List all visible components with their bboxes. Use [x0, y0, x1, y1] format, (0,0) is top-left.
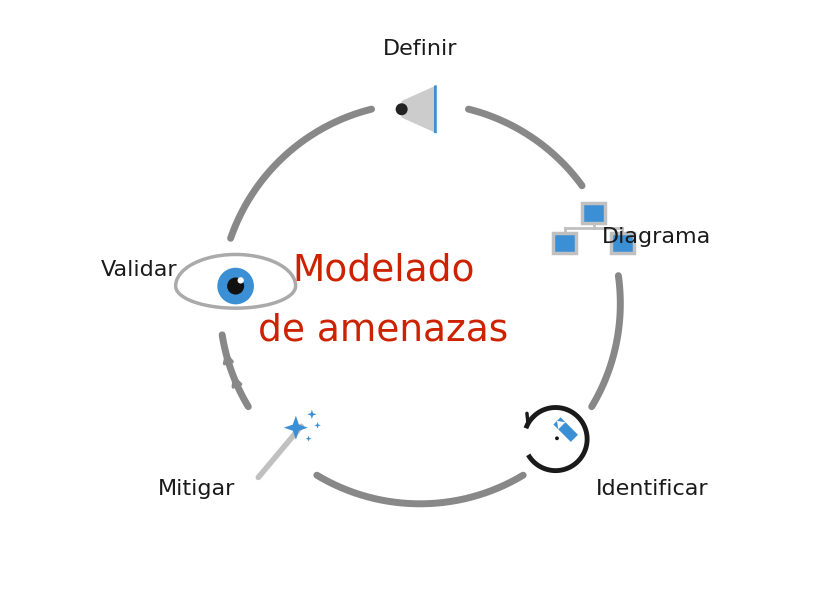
Text: Modelado: Modelado: [292, 252, 475, 288]
Text: Diagrama: Diagrama: [602, 227, 711, 246]
Polygon shape: [434, 85, 437, 134]
Text: Identificar: Identificar: [596, 479, 709, 498]
Text: Definir: Definir: [383, 39, 457, 58]
Circle shape: [218, 268, 254, 304]
FancyBboxPatch shape: [611, 233, 634, 253]
Polygon shape: [557, 421, 565, 429]
Circle shape: [555, 436, 559, 440]
Polygon shape: [554, 418, 578, 442]
FancyBboxPatch shape: [554, 233, 576, 253]
Circle shape: [396, 103, 407, 115]
Polygon shape: [402, 85, 437, 134]
Text: de amenazas: de amenazas: [259, 313, 509, 349]
Polygon shape: [307, 410, 317, 419]
Text: Mitigar: Mitigar: [157, 479, 235, 498]
FancyBboxPatch shape: [582, 203, 605, 223]
Polygon shape: [314, 422, 321, 429]
Circle shape: [238, 277, 244, 283]
Circle shape: [227, 277, 244, 294]
Polygon shape: [306, 436, 312, 442]
Text: Validar: Validar: [101, 260, 177, 280]
Polygon shape: [284, 416, 308, 439]
